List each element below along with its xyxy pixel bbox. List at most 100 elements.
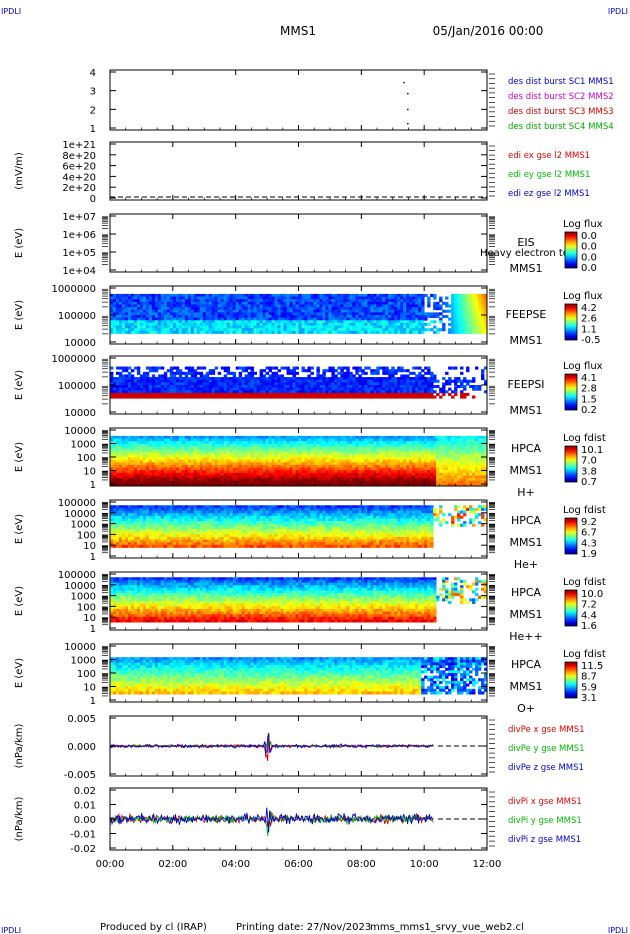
spectrogram-cell	[151, 307, 156, 311]
spectrogram-cell	[310, 449, 314, 453]
spectrogram-cell	[310, 387, 314, 391]
spectrogram-cell	[130, 382, 135, 386]
spectrogram-cell	[169, 454, 174, 458]
spectrogram-cell	[151, 387, 156, 391]
spectrogram-cell	[265, 470, 269, 474]
spectrogram-cell	[463, 377, 467, 381]
spectrogram-cell	[247, 443, 252, 447]
spectrogram-cell	[394, 320, 398, 324]
spectrogram-cell	[262, 441, 266, 445]
spectrogram-cell	[400, 395, 404, 399]
spectrogram-cell	[217, 390, 222, 394]
spectrogram-cell	[250, 395, 255, 399]
spectrogram-cell	[214, 392, 219, 396]
spectrogram-cell	[214, 293, 219, 297]
spectrogram-cell	[148, 483, 153, 487]
spectrogram-cell	[157, 312, 162, 316]
spectrogram-cell	[187, 328, 192, 332]
spectrogram-cell	[340, 441, 344, 445]
spectrogram-cell	[181, 312, 186, 316]
spectrogram-cell	[241, 315, 246, 319]
spectrogram-cell	[130, 325, 135, 329]
spectrogram-cell	[376, 377, 380, 381]
spectrogram-cell	[217, 293, 222, 297]
spectrogram-cell	[151, 328, 156, 332]
spectrogram-cell	[184, 459, 189, 463]
spectrogram-cell	[316, 387, 320, 391]
spectrogram-cell	[448, 317, 452, 321]
spectrogram-cell	[298, 478, 302, 482]
spectrogram-cell	[121, 301, 126, 305]
spectrogram-cell	[274, 467, 278, 471]
spectrogram-cell	[379, 330, 383, 334]
spectrogram-cell	[418, 392, 422, 396]
spectrogram-cell	[421, 387, 425, 391]
colorbar-value: 0.0	[581, 231, 597, 242]
spectrogram-cell	[382, 385, 386, 389]
spectrogram-cell	[358, 395, 362, 399]
spectrogram-cell	[154, 464, 159, 468]
spectrogram-cell	[454, 301, 458, 305]
spectrogram-cell	[157, 478, 162, 482]
spectrogram-cell	[415, 317, 419, 321]
spectrogram-cell	[133, 304, 138, 308]
spectrogram-cell	[460, 317, 464, 321]
spectrogram-cell	[340, 387, 344, 391]
spectrogram-cell	[250, 307, 255, 311]
spectrogram-cell	[220, 475, 225, 479]
spectrogram-cell	[256, 483, 260, 487]
spectrogram-cell	[304, 379, 308, 383]
spectrogram-cell	[175, 390, 180, 394]
spectrogram-cell	[337, 366, 341, 370]
spectrogram-cell	[349, 371, 353, 375]
spectrogram-cell	[391, 307, 395, 311]
spectrogram-cell	[340, 320, 344, 324]
spectrogram-cell	[331, 441, 335, 445]
spectrogram-cell	[253, 299, 258, 303]
spectrogram-cell	[328, 464, 332, 468]
spectrogram-cell	[208, 296, 213, 300]
spectrogram-cell	[235, 301, 240, 305]
spectrogram-cell	[121, 390, 126, 394]
spectrogram-cell	[391, 296, 395, 300]
spectrogram-cell	[283, 435, 287, 439]
spectrogram-cell	[184, 377, 189, 381]
spectrogram-cell	[193, 446, 198, 450]
spectrogram-cell	[166, 480, 171, 484]
spectrogram-cell	[313, 475, 317, 479]
spectrogram-cell	[250, 325, 255, 329]
spectrogram-cell	[364, 385, 368, 389]
spectrogram-cell	[232, 480, 237, 484]
spectrogram-cell	[418, 307, 422, 311]
spectrogram-cell	[301, 441, 305, 445]
spectrogram-cell	[190, 441, 195, 445]
spectrogram-cell	[142, 320, 147, 324]
spectrogram-cell	[238, 301, 243, 305]
spectrogram-cell	[433, 385, 437, 389]
spectrogram-cell	[280, 374, 284, 378]
spectrogram-cell	[313, 457, 317, 461]
spectrogram-cell	[202, 307, 207, 311]
spectrogram-cell	[148, 443, 153, 447]
spectrogram-cell	[121, 454, 126, 458]
spectrogram-cell	[403, 293, 407, 297]
spectrogram-cell	[163, 441, 168, 445]
spectrogram-cell	[169, 462, 174, 466]
spectrogram-cell	[196, 296, 201, 300]
spectrogram-cell	[163, 385, 168, 389]
spectrogram-cell	[112, 467, 117, 471]
spectrogram-cell	[274, 438, 278, 442]
spectrogram-cell	[250, 472, 255, 476]
spectrogram-cell	[346, 470, 350, 474]
spectrogram-cell	[286, 464, 290, 468]
spectrogram-cell	[130, 320, 135, 324]
spectrogram-cell	[316, 472, 320, 476]
spectrogram-cell	[235, 377, 240, 381]
spectrogram-cell	[235, 451, 240, 455]
spectrogram-cell	[427, 322, 431, 326]
spectrogram-cell	[118, 470, 123, 474]
y-tick-label: 1e+07	[62, 212, 96, 223]
spectrogram-cell	[247, 451, 252, 455]
spectrogram-cell	[115, 443, 120, 447]
spectrogram-cell	[340, 438, 344, 442]
